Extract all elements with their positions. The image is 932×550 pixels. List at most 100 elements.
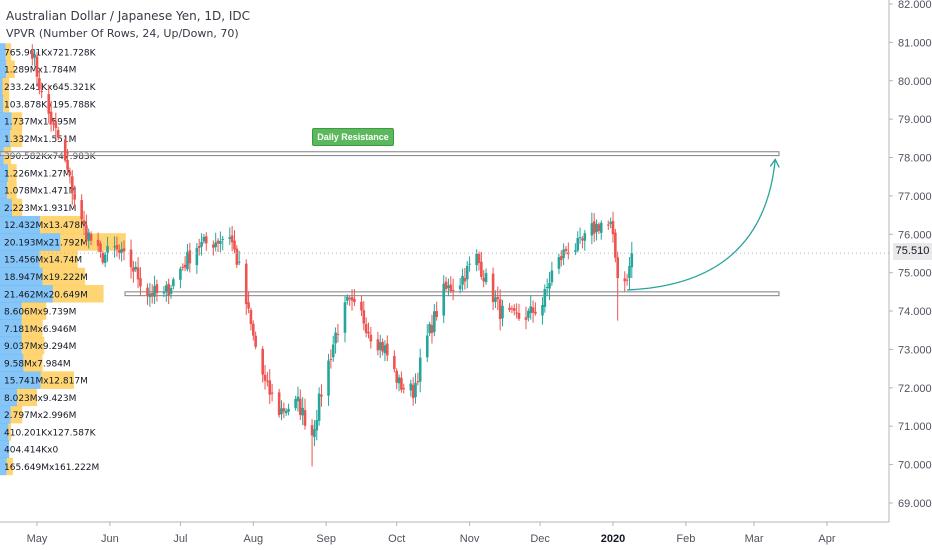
vp-up-bar	[0, 198, 12, 217]
candle-body	[360, 301, 363, 311]
candle-body	[515, 312, 518, 314]
vp-row-label: 1.332Mx1.551M	[4, 135, 76, 145]
candle-body	[336, 334, 340, 336]
candle-body	[353, 298, 356, 303]
y-tick-label: 80.000	[898, 76, 932, 88]
last-price-tag: 75.510	[893, 243, 932, 260]
vp-up-bar	[0, 302, 22, 320]
x-tick-label: Jun	[101, 533, 119, 545]
vp-down-bar	[21, 319, 43, 338]
candle-body	[249, 309, 253, 325]
vp-down-bar	[8, 164, 17, 182]
candle-body	[428, 324, 431, 334]
candle-body	[461, 275, 464, 285]
candle-body	[369, 334, 373, 342]
candle-body	[296, 396, 300, 402]
candle-body	[543, 289, 547, 307]
candle-body	[233, 240, 236, 250]
vp-row-label: 12.432Mx13.478M	[4, 221, 88, 231]
candle-body	[280, 408, 283, 415]
candle-body	[70, 176, 74, 194]
candle-body	[89, 234, 93, 241]
candle-body	[106, 246, 109, 253]
vp-down-bar	[6, 60, 15, 78]
y-tick-label: 73.000	[898, 344, 932, 356]
candle-body	[329, 359, 333, 361]
vp-row-label: 7.181Mx6.946M	[4, 325, 76, 335]
candle-body	[463, 278, 467, 282]
candle-body	[599, 222, 603, 233]
candle-body	[244, 263, 248, 305]
candle-body	[512, 308, 516, 311]
candle-body	[40, 90, 44, 93]
candle-body	[247, 302, 250, 309]
vp-row-label: 21.462Mx20.649M	[4, 290, 88, 300]
candle-body	[54, 121, 58, 128]
vp-row-label: 8.023Mx9.423M	[4, 394, 76, 404]
candle-body	[85, 225, 88, 240]
vp-down-bar	[60, 233, 126, 251]
candle-body	[169, 288, 173, 294]
candle-body	[416, 381, 420, 383]
candle-body	[550, 270, 554, 283]
vp-up-bar	[0, 77, 3, 96]
y-tick-label: 70.000	[898, 460, 932, 472]
candle-body	[200, 241, 203, 247]
candle-body	[155, 284, 159, 294]
candle-body	[393, 356, 396, 370]
candle-body	[282, 408, 286, 412]
candle-body	[590, 223, 594, 236]
vp-up-bar	[0, 43, 6, 61]
candle-body	[581, 238, 584, 241]
candle-body	[317, 393, 321, 421]
y-tick-label: 72.000	[898, 383, 932, 395]
candle-body	[458, 285, 462, 290]
vp-row-label: 410.201Kx127.587K	[4, 428, 97, 438]
candle-body	[301, 407, 304, 416]
vp-up-bar	[0, 233, 61, 251]
candle-body	[378, 342, 382, 350]
candle-body	[129, 249, 133, 268]
candle-body	[348, 298, 351, 300]
candle-body	[268, 380, 272, 395]
candle-body	[557, 257, 561, 269]
vp-down-bar	[23, 354, 43, 372]
vp-down-bar	[11, 198, 23, 217]
y-tick-label: 75.000	[898, 268, 932, 280]
candle-body	[367, 331, 370, 334]
candle-body	[96, 239, 100, 246]
candle-body	[284, 410, 288, 414]
candle-body	[52, 121, 55, 123]
candle-body	[498, 299, 502, 320]
vp-row-label: 103.878Kx195.788K	[4, 100, 97, 110]
x-tick-label: Dec	[530, 533, 550, 545]
candle-body	[418, 357, 422, 382]
vp-row-label: 9.037Mx9.294M	[4, 342, 76, 352]
candle-body	[315, 420, 319, 431]
candle-body	[465, 265, 469, 280]
candle-body	[508, 307, 511, 310]
candle-body	[73, 193, 76, 200]
candle-body	[411, 384, 415, 399]
candle-body	[167, 283, 170, 296]
daily-resistance-label[interactable]: Daily Resistance	[312, 128, 394, 146]
vp-row-label: 165.649Mx161.222M	[4, 463, 99, 473]
candle-body	[117, 250, 121, 253]
y-tick-label: 74.000	[898, 306, 932, 318]
x-tick-label: Aug	[244, 533, 264, 545]
projection-arrowhead	[769, 158, 780, 168]
candle-body	[597, 224, 601, 231]
candle-body	[531, 307, 535, 313]
vp-row-label: 1.737Mx1.595M	[4, 118, 76, 128]
candle-body	[38, 78, 41, 90]
vp-up-bar	[0, 354, 24, 372]
vp-down-bar	[17, 388, 37, 407]
candle-body	[386, 343, 389, 356]
x-tick-label: 2020	[601, 533, 625, 545]
vp-down-bar	[10, 405, 23, 424]
indicator-label[interactable]: VPVR (Number Of Rows, 24, Up/Down, 70)	[6, 27, 239, 40]
candle-body	[303, 410, 307, 426]
candle-body	[204, 236, 208, 244]
